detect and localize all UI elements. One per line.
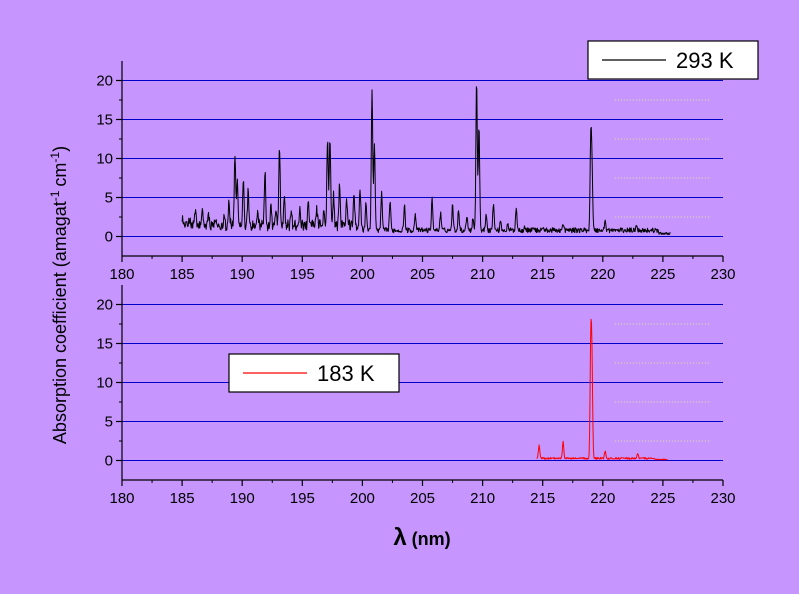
panel-1: 0 5 10 15 20 180 185 190 195 200 205 210 215 220 225 23… — [96, 40, 759, 283]
panel-2-y-tick-label-5: 5 — [105, 414, 113, 431]
panel-1-x-tick-label-225: 225 — [650, 266, 675, 283]
panel-2-x-tick-label-210: 210 — [470, 490, 495, 507]
panel-2-legend: 183 K — [228, 353, 400, 393]
panel-1-x-tick-label-180: 180 — [109, 266, 134, 283]
panel-2-y-tick-label-15: 15 — [96, 336, 113, 353]
panel-1-legend: 293 K — [587, 40, 759, 80]
panel-1-legend-label: 293 K — [676, 48, 734, 73]
panel-1-y-tick-label-5: 5 — [105, 190, 113, 207]
panel-1-x-tick-label-205: 205 — [410, 266, 435, 283]
y-axis-title-sup2: -1 — [48, 152, 62, 163]
x-axis-title-rest: (nm) — [407, 529, 451, 549]
panel-2-x-tick-label-185: 185 — [170, 490, 195, 507]
panel-2-x-tick-label-200: 200 — [350, 490, 375, 507]
panel-2-legend-label: 183 K — [317, 361, 375, 386]
panel-1-y-tick-label-20: 20 — [96, 73, 113, 90]
panel-1-y-tick-label-0: 0 — [105, 229, 113, 246]
x-axis-title-symbol: λ — [393, 524, 406, 551]
panel-1-series-293-k — [181, 86, 671, 236]
panel-2-x-tick-label-225: 225 — [650, 490, 675, 507]
panel-2-y-tick-label-20: 20 — [96, 297, 113, 314]
panel-2-x-tick-label-190: 190 — [230, 490, 255, 507]
panel-2-x-tick-label-195: 195 — [290, 490, 315, 507]
panel-1-x-tick-label-210: 210 — [470, 266, 495, 283]
y-axis-title-middle: cm — [50, 163, 70, 187]
panel-2-y-tick-label-0: 0 — [105, 453, 113, 470]
panel-1-x-tick-label-185: 185 — [170, 266, 195, 283]
panel-2: 0 5 10 15 20 180 185 190 195 200 205 210 215 220 225 23… — [96, 285, 736, 507]
y-axis-title-prefix: Absorption coefficient (amagat — [50, 201, 70, 444]
panel-2-x-tick-label-205: 205 — [410, 490, 435, 507]
panel-1-x-tick-label-190: 190 — [230, 266, 255, 283]
y-axis-title-suffix: ) — [50, 146, 70, 152]
panel-2-x-tick-label-215: 215 — [530, 490, 555, 507]
panel-1-x-tick-label-200: 200 — [350, 266, 375, 283]
panel-1-x-tick-label-215: 215 — [530, 266, 555, 283]
panel-2-x-tick-label-220: 220 — [590, 490, 615, 507]
y-axis-title: Absorption coefficient (amagat-1cm-1) — [48, 146, 70, 444]
panel-1-x-tick-label-220: 220 — [590, 266, 615, 283]
panel-2-legend-box — [228, 353, 400, 393]
panel-2-x-tick-label-230: 230 — [710, 490, 735, 507]
panel-2-series-183-k — [536, 318, 668, 461]
panel-2-x-tick-label-180: 180 — [109, 490, 134, 507]
panel-2-y-tick-label-10: 10 — [96, 375, 113, 392]
panel-1-x-tick-label-195: 195 — [290, 266, 315, 283]
panel-1-y-tick-label-10: 10 — [96, 151, 113, 168]
x-axis-title: λ (nm) — [393, 524, 450, 551]
panel-1-x-tick-label-230: 230 — [710, 266, 735, 283]
panel-1-y-tick-label-15: 15 — [96, 112, 113, 129]
y-axis-title-sup1: -1 — [48, 190, 62, 201]
